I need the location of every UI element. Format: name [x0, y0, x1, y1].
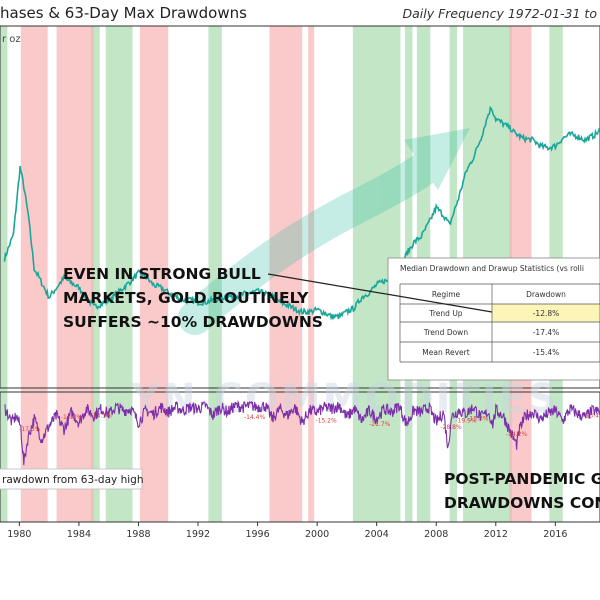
stats-row-regime: Mean Revert [422, 348, 469, 357]
x-tick-label: 1980 [7, 529, 31, 540]
drawdown-data-label: -24.2% [506, 431, 528, 438]
stats-row-drawdown: -15.4% [533, 348, 560, 357]
x-tick-label: 2008 [424, 529, 448, 540]
drawdown-data-label: -13.4% [583, 412, 600, 419]
regime-band-red [20, 26, 48, 522]
callout-line: MARKETS, GOLD ROUTINELY [63, 289, 309, 307]
regime-band-red [56, 26, 94, 522]
stats-table-title: Median Drawdown and Drawup Statistics (v… [400, 264, 584, 273]
stats-highlight-cell [492, 304, 600, 322]
drawdown-data-label: -13.1% [91, 412, 113, 419]
stats-table: Median Drawdown and Drawup Statistics (v… [387, 257, 600, 381]
callout-line: SUFFERS ~10% DRAWDOWNS [63, 313, 323, 331]
stats-row-drawdown: -12.8% [533, 309, 560, 318]
chart-subtitle: Daily Frequency 1972-01-31 to [402, 6, 597, 21]
legend-entry: rawdown from 63-day high [2, 474, 143, 486]
regime-band-green [105, 26, 133, 522]
stats-header-drawdown: Drawdown [526, 290, 566, 299]
drawdown-data-label: -13.8% [61, 414, 83, 421]
regime-band-green [208, 26, 222, 522]
drawdown-data-label: -14.4% [244, 414, 266, 421]
regime-band-red [308, 26, 315, 522]
pandemic-callout-line: POST-PANDEMIC G [444, 470, 600, 488]
chart-title: hases & 63-Day Max Drawdowns [0, 4, 247, 22]
regime-band-green [0, 26, 8, 522]
pandemic-callout-line: DRAWDOWNS CON [444, 494, 600, 512]
drawdown-data-label: -28.8% [440, 424, 462, 431]
drawdown-series [4, 399, 600, 466]
stats-header-regime: Regime [432, 290, 461, 299]
drawdown-data-label: -15.2% [315, 417, 337, 424]
regime-band-red [269, 26, 303, 522]
stats-row-drawdown: -17.4% [533, 328, 560, 337]
upward-arrow-icon [178, 128, 470, 335]
stats-table-grid [399, 283, 600, 363]
drawdown-data-label: -15.3% [467, 416, 489, 423]
x-tick-label: 1996 [245, 529, 269, 540]
y-axis-label: r oz [2, 34, 21, 45]
drawdown-panel-frame [0, 391, 600, 523]
x-tick-label: 1988 [126, 529, 150, 540]
x-axis-ticks: 1980 1984 1988 1992 1996 2000 2004 2008 2012 2016 [7, 522, 567, 540]
callout-line: EVEN IN STRONG BULL [63, 265, 261, 283]
x-tick-label: 1984 [67, 529, 91, 540]
price-panel-frame [0, 25, 600, 389]
x-tick-label: 2000 [305, 529, 329, 540]
stats-row-regime: Trend Up [428, 309, 462, 318]
x-tick-label: 2012 [484, 529, 508, 540]
drawdown-data-label: -19.9% [455, 417, 477, 424]
drawdown-data-labels: -17.3% -13.8% -13.1% -14.4% -15.2% -21.7% -28.… [19, 412, 600, 438]
stats-row-regime: Trend Down [423, 328, 468, 337]
legend: rawdown from 63-day high [0, 468, 143, 490]
legend-box [0, 468, 143, 490]
drawdown-data-label: -17.3% [19, 426, 41, 433]
x-tick-label: 1992 [186, 529, 210, 540]
regime-band-green [90, 26, 100, 522]
drawdown-data-label: -21.7% [369, 421, 391, 428]
gold-price-line [3, 105, 600, 321]
drawdown-line [4, 399, 600, 466]
bull-market-callout: EVEN IN STRONG BULL MARKETS, GOLD ROUTIN… [63, 265, 493, 331]
callout-leader-line [267, 273, 493, 313]
x-tick-label: 2016 [543, 529, 567, 540]
price-series [3, 105, 600, 321]
x-tick-label: 2004 [365, 529, 389, 540]
